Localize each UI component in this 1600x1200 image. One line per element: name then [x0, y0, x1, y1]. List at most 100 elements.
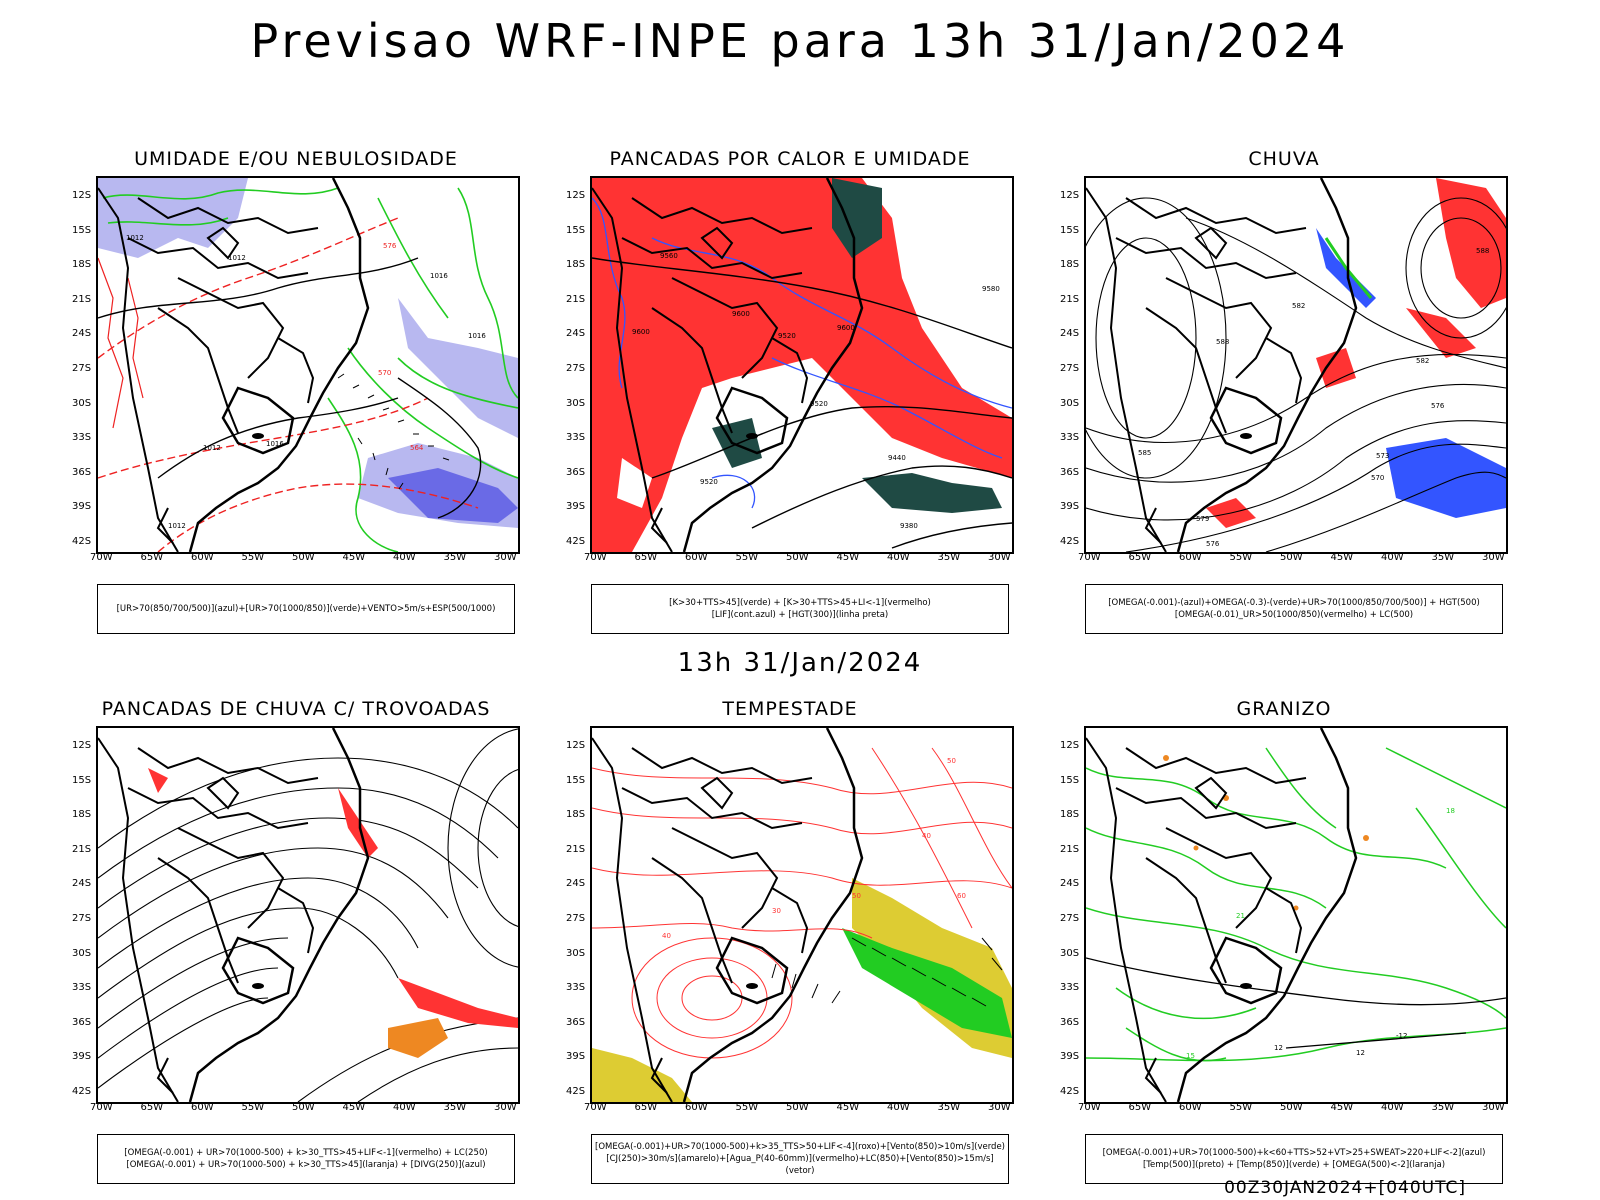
svg-text:576: 576 [1431, 402, 1445, 410]
lon-tick-label: 40W [1381, 1102, 1404, 1113]
svg-text:12: 12 [1274, 1044, 1283, 1052]
panel-title: UMIDADE E/OU NEBULOSIDADE [134, 148, 458, 170]
lon-tick-label: 50W [1280, 1102, 1303, 1113]
svg-text:1012: 1012 [228, 254, 246, 262]
legend-box: [OMEGA(-0.001) + UR>70(1000-500) + k>30_… [97, 1134, 515, 1184]
svg-text:21: 21 [1236, 912, 1245, 920]
rain-region [1316, 348, 1356, 388]
lon-tick-label: 60W [191, 552, 214, 563]
lat-tick-label: 39S [566, 1051, 586, 1063]
omega-spot [1363, 835, 1369, 841]
lat-tick-label: 24S [566, 878, 586, 890]
svg-text:564: 564 [410, 444, 424, 452]
legend-box: [OMEGA(-0.001)-(azul)+OMEGA(-0.3)-(verde… [1085, 584, 1503, 634]
lon-tick-label: 40W [887, 552, 910, 563]
lat-tick-label: 30S [72, 397, 92, 409]
svg-text:15: 15 [1186, 1052, 1195, 1060]
lat-tick-label: 15S [72, 774, 92, 786]
lon-tick-label: 40W [393, 1102, 416, 1113]
lat-tick-label: 21S [1060, 293, 1080, 305]
lon-tick-label: 50W [786, 552, 809, 563]
svg-text:582: 582 [1292, 302, 1305, 310]
panel-title: GRANIZO [1236, 698, 1332, 720]
lat-tick-label: 24S [566, 328, 586, 340]
lat-tick-label: 36S [1060, 1016, 1080, 1028]
svg-text:576: 576 [1206, 540, 1220, 548]
lon-tick-label: 55W [241, 552, 265, 563]
lon-tick-label: 50W [292, 552, 315, 563]
humidity-region [98, 178, 248, 258]
lat-tick-label: 21S [566, 293, 586, 305]
lat-tick-label: 30S [1060, 947, 1080, 959]
legend-box: [OMEGA(-0.001)+UR>70(1000-500)+k<60+TTS>… [1085, 1134, 1503, 1184]
lat-tick-label: 27S [72, 363, 92, 374]
svg-text:1012: 1012 [203, 444, 221, 452]
lon-tick-label: 50W [292, 1102, 315, 1113]
lat-tick-label: 39S [72, 501, 92, 513]
lon-tick-label: 60W [191, 1102, 214, 1113]
page-title: Previsao WRF-INPE para 13h 31/Jan/2024 [250, 14, 1350, 68]
lat-tick-label: 36S [72, 466, 92, 478]
svg-text:9520: 9520 [700, 478, 718, 486]
svg-text:1012: 1012 [126, 234, 144, 242]
map: 588 582 582 576 573 570 585 579 576 588 [1084, 176, 1508, 554]
lat-tick-label: 33S [1060, 982, 1080, 994]
lon-tick-label: 70W [1078, 552, 1101, 563]
lat-tick-label: 12S [72, 740, 92, 751]
humidity-region [398, 298, 518, 438]
lon-tick-label: 30W [1482, 552, 1505, 563]
lat-tick-label: 33S [566, 432, 586, 444]
svg-text:582: 582 [1416, 357, 1429, 365]
svg-text:40: 40 [922, 832, 931, 840]
lat-tick-label: 39S [72, 1051, 92, 1063]
svg-text:1016: 1016 [430, 272, 448, 280]
lat-tick-label: 21S [566, 843, 586, 855]
lon-tick-label: 65W [634, 1102, 658, 1113]
svg-text:588: 588 [1216, 338, 1229, 346]
omega-spot [1163, 755, 1169, 761]
lon-tick-label: 65W [1128, 552, 1152, 563]
legend-box: [UR>70(850/700/500)](azul)+[UR>70(1000/8… [97, 584, 515, 634]
lat-tick-label: 27S [72, 913, 92, 924]
lon-tick-label: 50W [1280, 552, 1303, 563]
lat-tick-label: 15S [72, 224, 92, 236]
svg-text:1012: 1012 [168, 522, 186, 530]
lat-tick-label: 21S [72, 293, 92, 305]
lon-tick-label: 55W [241, 1102, 265, 1113]
svg-text:30: 30 [772, 907, 781, 915]
lat-tick-label: 12S [566, 190, 586, 201]
lon-tick-label: 35W [937, 552, 961, 563]
svg-text:9520: 9520 [778, 332, 796, 340]
lat-tick-label: 15S [1060, 774, 1080, 786]
lon-tick-label: 45W [1330, 1102, 1354, 1113]
lat-tick-label: 21S [72, 843, 92, 855]
lon-tick-label: 45W [836, 552, 860, 563]
lon-tick-label: 70W [584, 1102, 607, 1113]
lon-tick-label: 40W [887, 1102, 910, 1113]
lat-tick-label: 33S [72, 432, 92, 444]
lat-tick-label: 24S [72, 328, 92, 340]
lon-tick-label: 35W [443, 1102, 467, 1113]
svg-text:9380: 9380 [900, 522, 918, 530]
lon-tick-label: 55W [1229, 552, 1253, 563]
svg-text:1016: 1016 [468, 332, 486, 340]
lat-tick-label: 15S [566, 774, 586, 786]
lat-tick-label: 33S [566, 982, 586, 994]
svg-text:9580: 9580 [982, 285, 1000, 293]
map: 9560 9600 9600 9520 9600 9520 9440 9380 … [590, 176, 1014, 554]
svg-text:570: 570 [378, 369, 391, 377]
lat-tick-label: 12S [72, 190, 92, 201]
omega-spot [1293, 905, 1299, 911]
lat-tick-label: 30S [72, 947, 92, 959]
pancada-green-area [832, 178, 882, 258]
svg-text:9600: 9600 [632, 328, 650, 336]
lat-tick-label: 15S [566, 224, 586, 236]
lat-tick-label: 18S [566, 259, 586, 271]
lon-tick-label: 55W [735, 552, 759, 563]
lat-tick-label: 24S [72, 878, 92, 890]
lat-tick-label: 39S [1060, 1051, 1080, 1063]
legend-box: [K>30+TTS>45](verde) + [K>30+TTS>45+LI<-… [591, 584, 1009, 634]
omega-region [1386, 438, 1506, 518]
svg-text:576: 576 [383, 242, 397, 250]
lat-tick-label: 42S [1060, 536, 1080, 547]
